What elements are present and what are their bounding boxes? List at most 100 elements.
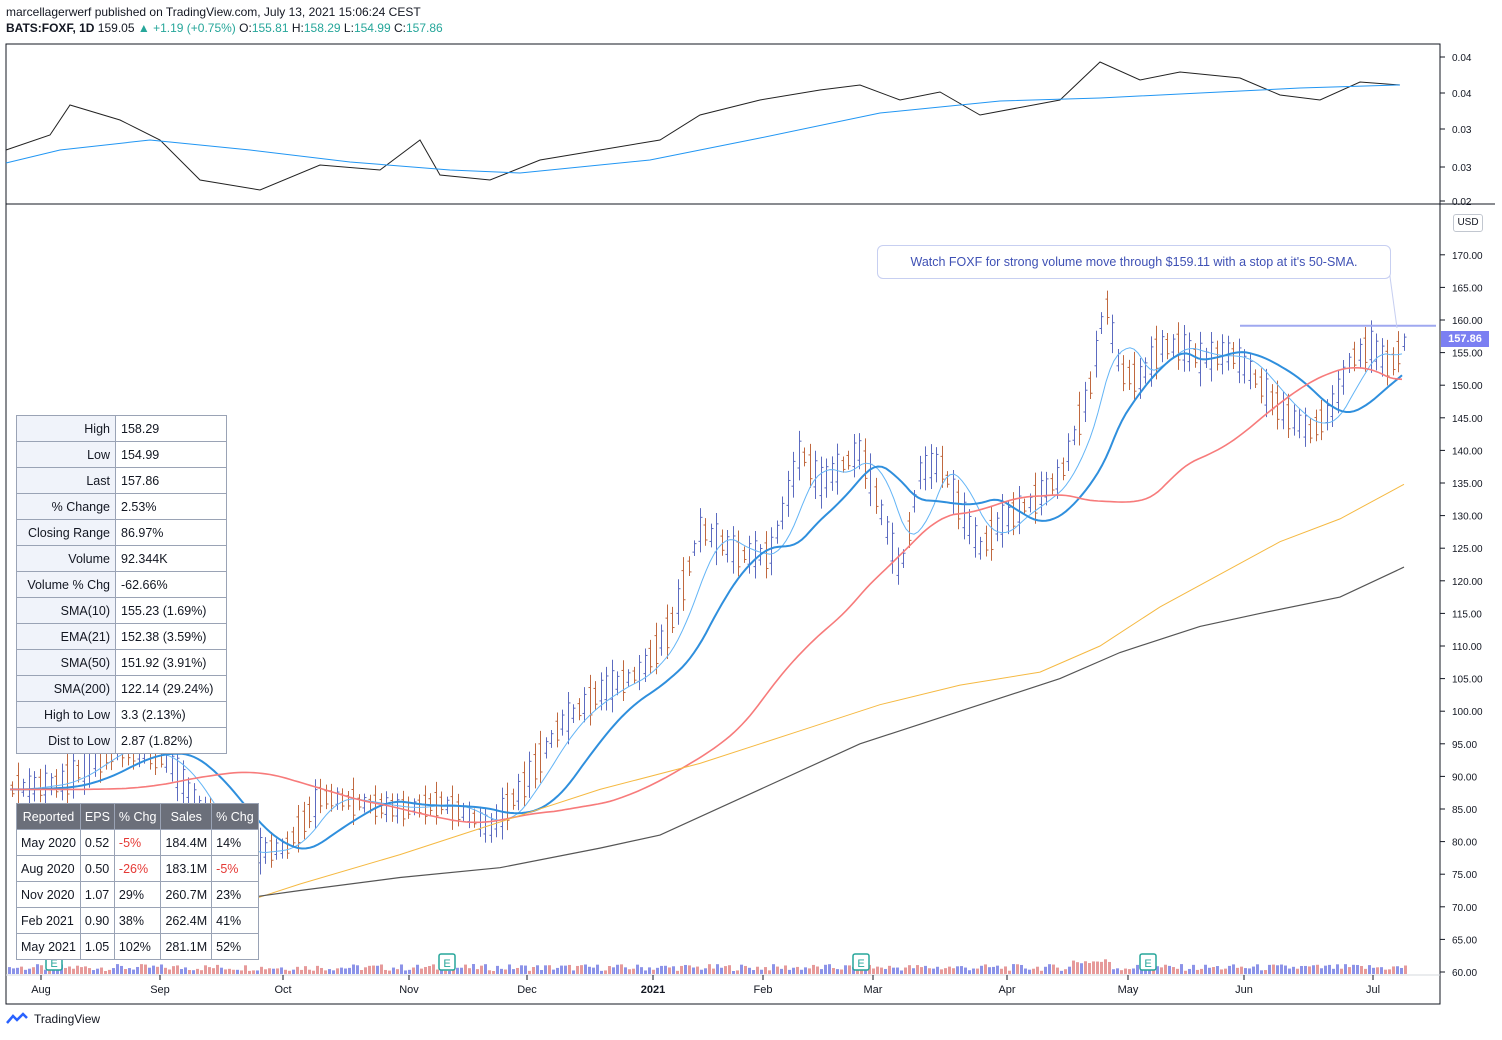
- stat-label: EMA(21): [16, 623, 116, 650]
- rs-line: [5, 61, 1401, 191]
- earnings-row: May 2020 0.52 -5% 184.4M 14%: [16, 829, 259, 856]
- volume-bar: [328, 969, 331, 974]
- volume-bar: [76, 965, 79, 974]
- volume-bar: [208, 967, 211, 974]
- volume-bar: [596, 964, 599, 974]
- volume-bar: [16, 967, 19, 974]
- volume-bar: [1224, 968, 1227, 974]
- volume-bar: [148, 967, 151, 974]
- volume-bar: [396, 969, 399, 974]
- volume-bar: [336, 968, 339, 974]
- volume-bar: [1156, 966, 1159, 974]
- rs-tick-label: 0.03: [1452, 163, 1472, 174]
- volume-bar: [800, 969, 803, 974]
- brand-name[interactable]: TradingView: [34, 1012, 101, 1026]
- rs-tick-label: 0.03: [1452, 125, 1472, 136]
- earnings-cell: Feb 2021: [16, 907, 81, 934]
- volume-bar: [1180, 964, 1183, 974]
- stats-row: SMA(200) 122.14 (29.24%): [16, 675, 227, 702]
- earnings-header: Sales: [160, 803, 213, 830]
- volume-bar: [292, 969, 295, 974]
- stat-value: 155.23 (1.69%): [115, 597, 227, 624]
- volume-bar: [872, 968, 875, 974]
- volume-bar: [584, 964, 587, 974]
- volume-bar: [372, 965, 375, 974]
- volume-bar: [144, 964, 147, 974]
- volume-bar: [536, 965, 539, 974]
- volume-bar: [1220, 969, 1223, 974]
- volume-bar: [1284, 965, 1287, 974]
- volume-bar: [64, 967, 67, 974]
- volume-bar: [1004, 966, 1007, 974]
- volume-bar: [1376, 967, 1379, 974]
- volume-bar: [848, 965, 851, 974]
- volume-bar: [1340, 968, 1343, 974]
- volume-bar: [1168, 965, 1171, 974]
- volume-bar: [984, 964, 987, 974]
- time-tick-label: Jul: [1366, 984, 1380, 996]
- stat-label: High to Low: [16, 701, 116, 728]
- volume-bar: [876, 966, 879, 974]
- up-arrow-icon: ▲: [137, 21, 150, 35]
- volume-bar: [1356, 964, 1359, 974]
- volume-bar: [376, 965, 379, 974]
- volume-bar: [408, 969, 411, 974]
- trade-note[interactable]: Watch FOXF for strong volume move throug…: [877, 245, 1391, 279]
- volume-bar: [116, 964, 119, 974]
- volume-bar: [1352, 964, 1355, 974]
- volume-bar: [72, 968, 75, 974]
- volume-bar: [552, 969, 555, 974]
- volume-bar: [84, 966, 87, 974]
- volume-bar: [1296, 968, 1299, 974]
- price-tick-label: 145.00: [1452, 414, 1483, 425]
- volume-bar: [844, 965, 847, 974]
- volume-bar: [936, 966, 939, 974]
- earnings-cell: 1.05: [79, 933, 115, 960]
- volume-bar: [696, 966, 699, 974]
- volume-bar: [864, 970, 867, 974]
- volume-bar: [416, 964, 419, 974]
- volume-bar: [740, 964, 743, 974]
- footer: TradingView: [6, 1012, 100, 1026]
- ema21-line: [10, 351, 1403, 850]
- stats-row: Closing Range 86.97%: [16, 519, 227, 546]
- volume-bar: [1124, 968, 1127, 974]
- volume-bar: [436, 969, 439, 974]
- volume-bar: [608, 966, 611, 974]
- rs-tick-label: 0.02: [1452, 197, 1472, 208]
- volume-bar: [548, 965, 551, 974]
- volume-bar: [512, 969, 515, 974]
- volume-bar: [580, 965, 583, 974]
- volume-bar: [20, 966, 23, 974]
- volume-bar: [576, 965, 579, 974]
- volume-bar: [788, 969, 791, 974]
- volume-bar: [140, 964, 143, 974]
- earnings-cell: 41%: [211, 907, 259, 934]
- volume-bar: [468, 968, 471, 974]
- volume-bar: [100, 967, 103, 974]
- volume-bar: [1212, 967, 1215, 974]
- volume-bar: [280, 967, 283, 974]
- volume-bar: [80, 967, 83, 974]
- volume-bar: [620, 964, 623, 974]
- volume-bar: [700, 969, 703, 974]
- volume-bar: [660, 965, 663, 974]
- volume-bar: [96, 968, 99, 974]
- volume-bar: [920, 967, 923, 974]
- volume-bar: [1164, 964, 1167, 974]
- earnings-row: Aug 2020 0.50 -26% 183.1M -5%: [16, 855, 259, 882]
- volume-bar: [44, 969, 47, 974]
- volume-bar: [884, 968, 887, 974]
- currency-badge[interactable]: USD: [1453, 214, 1483, 232]
- volume-bar: [812, 964, 815, 974]
- volume-bar: [332, 970, 335, 974]
- volume-bar: [816, 966, 819, 974]
- volume-bar: [176, 965, 179, 974]
- tradingview-logo-icon: [6, 1012, 28, 1024]
- price-tick-label: 60.00: [1452, 968, 1477, 979]
- price-tick-label: 100.00: [1452, 707, 1483, 718]
- volume-bar: [24, 969, 27, 974]
- earnings-cell: 38%: [113, 907, 162, 934]
- open-value: 155.81: [251, 21, 289, 35]
- volume-bar: [1096, 961, 1099, 974]
